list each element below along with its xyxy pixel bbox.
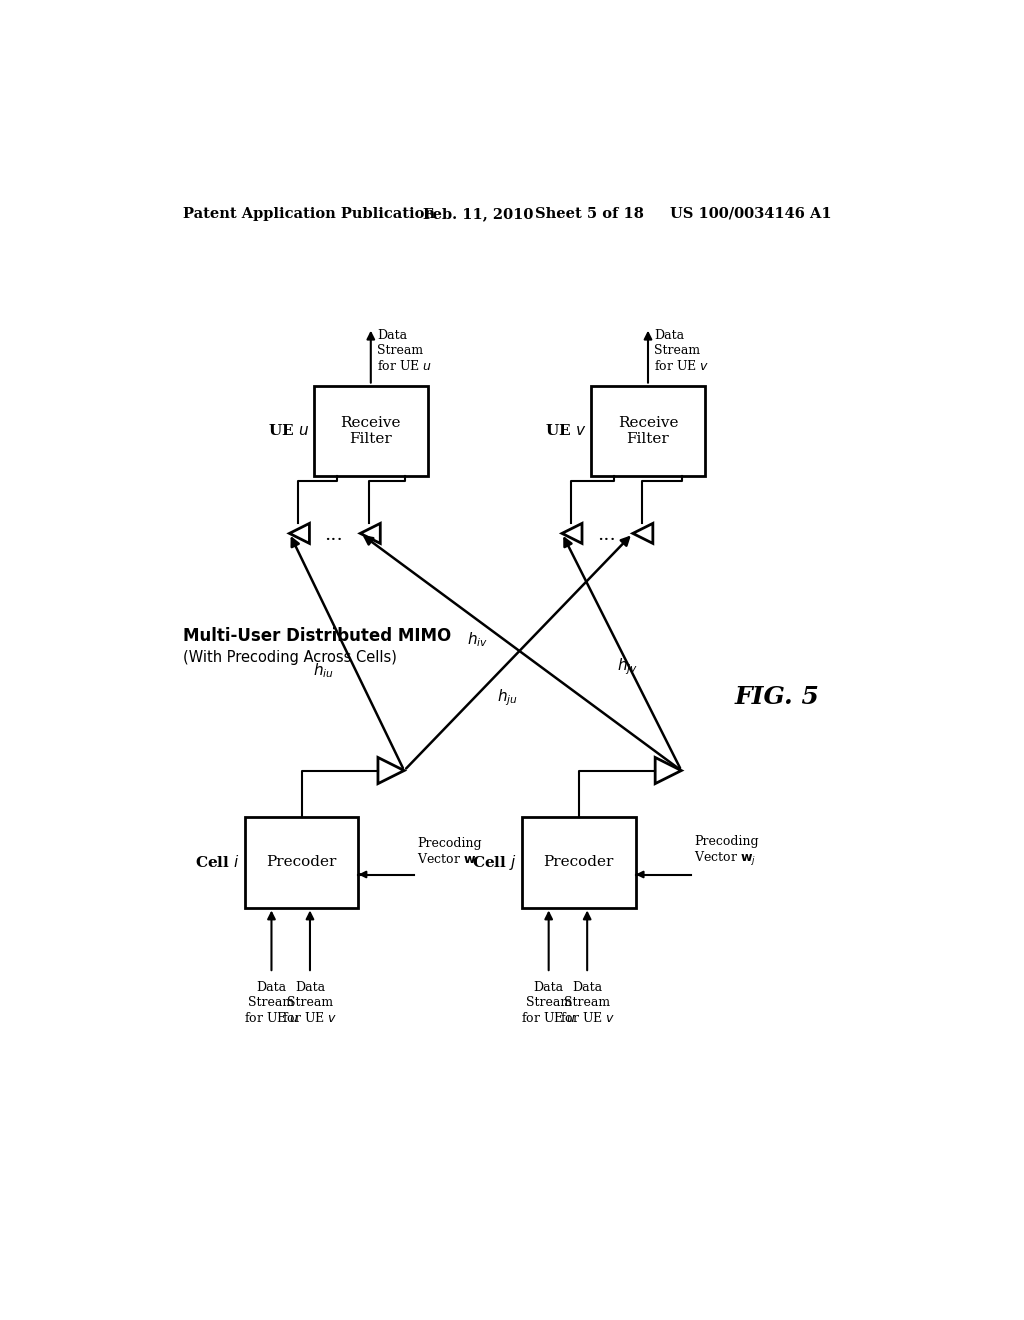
Bar	[245, 817, 358, 908]
Text: $h_{iv}$: $h_{iv}$	[467, 631, 487, 649]
Text: $h_{iu}$: $h_{iu}$	[312, 661, 334, 680]
Text: UE $v$: UE $v$	[545, 424, 587, 438]
Text: ...: ...	[325, 525, 343, 544]
Text: Data
Stream
for UE $v$: Data Stream for UE $v$	[559, 981, 614, 1024]
Text: Data
Stream
for UE $u$: Data Stream for UE $u$	[377, 329, 432, 374]
Text: Data
Stream
for UE $v$: Data Stream for UE $v$	[283, 981, 338, 1024]
Text: $h_{ju}$: $h_{ju}$	[498, 688, 518, 708]
Text: (With Precoding Across Cells): (With Precoding Across Cells)	[183, 649, 396, 665]
Text: Sheet 5 of 18: Sheet 5 of 18	[535, 207, 644, 220]
Bar	[521, 817, 636, 908]
Text: Patent Application Publication: Patent Application Publication	[183, 207, 435, 220]
Text: Receive
Filter: Receive Filter	[617, 416, 678, 446]
Text: FIG. 5: FIG. 5	[735, 685, 820, 709]
Text: Multi-User Distributed MIMO: Multi-User Distributed MIMO	[183, 627, 452, 644]
Text: Cell $j$: Cell $j$	[472, 853, 517, 871]
Text: Data
Stream
for UE $u$: Data Stream for UE $u$	[244, 981, 299, 1024]
Text: US 100/0034146 A1: US 100/0034146 A1	[670, 207, 831, 220]
Text: Data
Stream
for UE $v$: Data Stream for UE $v$	[654, 329, 710, 374]
Text: Precoder: Precoder	[544, 855, 613, 869]
Text: Feb. 11, 2010: Feb. 11, 2010	[423, 207, 534, 220]
Bar	[313, 385, 428, 477]
Text: UE $u$: UE $u$	[268, 424, 309, 438]
Text: Receive
Filter: Receive Filter	[341, 416, 401, 446]
Text: Precoding
Vector $\mathbf{w}_i$: Precoding Vector $\mathbf{w}_i$	[417, 837, 481, 869]
Text: Precoding
Vector $\mathbf{w}_j$: Precoding Vector $\mathbf{w}_j$	[694, 836, 759, 869]
Text: $h_{jv}$: $h_{jv}$	[616, 656, 638, 677]
Bar	[591, 385, 705, 477]
Text: Precoder: Precoder	[266, 855, 337, 869]
Text: ...: ...	[597, 525, 615, 544]
Text: Cell $i$: Cell $i$	[195, 854, 240, 870]
Text: Data
Stream
for UE $u$: Data Stream for UE $u$	[521, 981, 577, 1024]
